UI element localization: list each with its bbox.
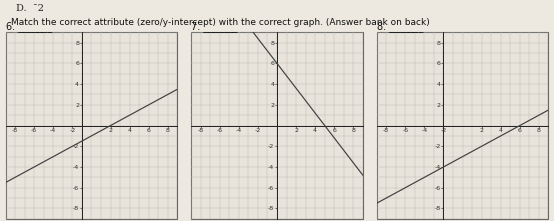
Bar [377, 32, 548, 219]
Text: 7. _______: 7. _______ [191, 21, 238, 32]
Text: Match the correct attribute (zero/y-intercept) with the correct graph. (Answer b: Match the correct attribute (zero/y-inte… [11, 18, 430, 27]
Text: D.  ¯2: D. ¯2 [17, 4, 44, 13]
Bar [191, 32, 363, 219]
Text: 8. _______: 8. _______ [377, 21, 423, 32]
Text: 6. _______: 6. _______ [6, 21, 52, 32]
Bar [6, 32, 177, 219]
